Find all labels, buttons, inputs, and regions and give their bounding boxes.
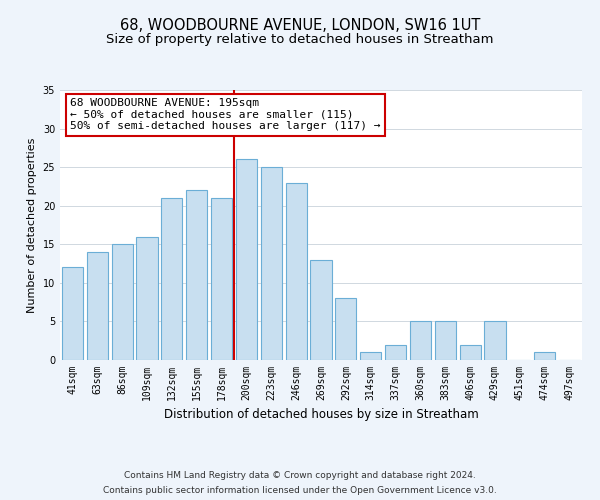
Text: Contains HM Land Registry data © Crown copyright and database right 2024.: Contains HM Land Registry data © Crown c… [124,471,476,480]
Text: Size of property relative to detached houses in Streatham: Size of property relative to detached ho… [106,32,494,46]
Text: Contains public sector information licensed under the Open Government Licence v3: Contains public sector information licen… [103,486,497,495]
Bar [435,322,456,360]
Bar [460,344,481,360]
Bar [236,160,257,360]
Bar [310,260,332,360]
Bar [484,322,506,360]
Bar [161,198,182,360]
Bar [62,268,83,360]
Bar [186,190,207,360]
Y-axis label: Number of detached properties: Number of detached properties [27,138,37,312]
X-axis label: Distribution of detached houses by size in Streatham: Distribution of detached houses by size … [164,408,478,422]
Bar [286,182,307,360]
Text: 68, WOODBOURNE AVENUE, LONDON, SW16 1UT: 68, WOODBOURNE AVENUE, LONDON, SW16 1UT [120,18,480,32]
Bar [335,298,356,360]
Bar [360,352,381,360]
Text: 68 WOODBOURNE AVENUE: 195sqm
← 50% of detached houses are smaller (115)
50% of s: 68 WOODBOURNE AVENUE: 195sqm ← 50% of de… [70,98,381,132]
Bar [261,167,282,360]
Bar [410,322,431,360]
Bar [534,352,555,360]
Bar [87,252,108,360]
Bar [112,244,133,360]
Bar [136,236,158,360]
Bar [211,198,232,360]
Bar [385,344,406,360]
